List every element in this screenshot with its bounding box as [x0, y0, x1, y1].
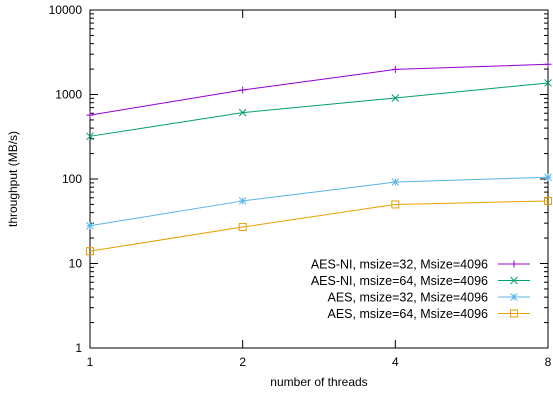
legend-marker — [510, 309, 518, 318]
series-line — [89, 82, 549, 137]
series-2 — [86, 79, 552, 141]
marker-stroke — [238, 223, 247, 232]
axes: 1 10 100 1000 10000 1 2 4 8 — [49, 3, 552, 369]
legend-label: AES-NI, msize=64, Msize=4096 — [311, 274, 488, 288]
marker-stroke — [510, 309, 518, 318]
y-tick-label: 10 — [69, 257, 83, 271]
marker-stroke — [391, 200, 400, 209]
data-point — [238, 223, 247, 232]
legend-marker — [510, 276, 518, 285]
y-tick-label: 1000 — [55, 88, 82, 102]
data-point — [544, 79, 552, 87]
legend-label: AES-NI, msize=32, Msize=4096 — [311, 258, 488, 272]
marker-stroke — [238, 108, 247, 117]
marker-stroke — [391, 178, 400, 186]
marker-stroke — [510, 293, 518, 301]
x-tick-label: 8 — [545, 355, 552, 369]
x-tick-label: 1 — [87, 355, 94, 369]
y-tick-label: 10000 — [49, 3, 83, 17]
series-3 — [86, 173, 552, 230]
marker-stroke — [86, 221, 94, 230]
marker-stroke — [510, 276, 518, 285]
data-point — [391, 94, 400, 102]
series-line — [89, 63, 549, 116]
series-line — [89, 200, 549, 252]
data-point — [544, 60, 552, 68]
legend-item: AES-NI, msize=32, Msize=4096 — [311, 258, 530, 272]
data-point — [86, 247, 94, 256]
legend-item: AES-NI, msize=64, Msize=4096 — [311, 274, 530, 288]
data-point — [239, 86, 247, 94]
data-point — [544, 196, 552, 205]
legend-marker — [510, 260, 518, 268]
marker-stroke — [86, 132, 94, 141]
marker-stroke — [238, 197, 247, 205]
series-layer — [86, 60, 552, 256]
x-tick-label: 4 — [392, 355, 399, 369]
marker-stroke — [391, 94, 400, 102]
data-point — [238, 108, 247, 117]
series-4 — [86, 196, 552, 256]
y-tick-label: 100 — [62, 172, 82, 186]
y-tick-label: 1 — [75, 341, 82, 355]
legend-item: AES, msize=64, Msize=4096 — [328, 307, 530, 321]
marker-stroke — [544, 196, 552, 205]
data-point — [391, 200, 400, 209]
legend: AES-NI, msize=32, Msize=4096 AES-NI, msiz… — [311, 258, 530, 321]
series-line — [89, 176, 549, 227]
y-axis-title: throughput (MB/s) — [6, 131, 20, 227]
data-point — [86, 221, 94, 230]
data-point — [391, 178, 400, 186]
marker-stroke — [544, 79, 552, 87]
legend-label: AES, msize=32, Msize=4096 — [328, 291, 489, 305]
data-point — [544, 173, 552, 182]
data-point — [86, 111, 94, 119]
x-axis-title: number of threads — [270, 375, 367, 389]
legend-marker — [510, 293, 518, 301]
data-point — [391, 65, 399, 73]
x-tick-label: 2 — [239, 355, 246, 369]
legend-item: AES, msize=32, Msize=4096 — [328, 291, 530, 305]
series-1 — [86, 60, 552, 119]
marker-stroke — [544, 173, 552, 182]
marker-stroke — [86, 247, 94, 256]
data-point — [238, 197, 247, 205]
data-point — [86, 132, 94, 141]
legend-label: AES, msize=64, Msize=4096 — [328, 307, 489, 321]
